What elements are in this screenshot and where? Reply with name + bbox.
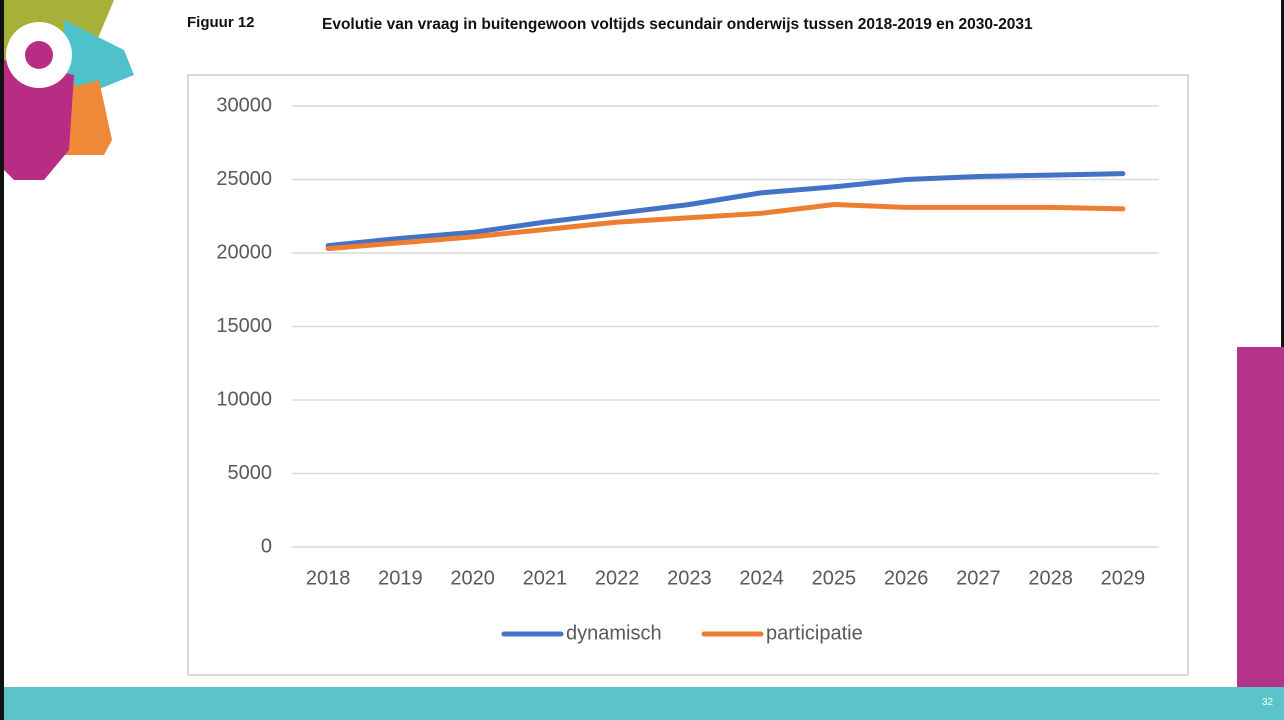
footer-bar — [4, 687, 1284, 720]
x-tick-label: 2023 — [667, 567, 712, 589]
y-tick-label: 20000 — [216, 241, 272, 263]
y-tick-label: 10000 — [216, 388, 272, 410]
x-tick-label: 2027 — [956, 567, 1001, 589]
x-tick-label: 2021 — [523, 567, 568, 589]
x-tick-label: 2020 — [450, 567, 495, 589]
x-tick-label: 2019 — [378, 567, 423, 589]
x-tick-label: 2029 — [1101, 567, 1146, 589]
legend-label: participatie — [766, 622, 863, 644]
chart: 0 5000 10000 15000 20000 25000 30000 2018 2019 20… — [187, 74, 1189, 676]
y-tick-label: 5000 — [228, 462, 273, 484]
legend-label: dynamisch — [566, 622, 662, 644]
x-tick-label: 2022 — [595, 567, 640, 589]
data-line — [325, 201, 1126, 252]
data-line — [325, 171, 1126, 249]
figure-label: Figuur 12 — [187, 14, 255, 31]
y-tick-label: 25000 — [216, 168, 272, 190]
x-tick-label: 2028 — [1028, 567, 1073, 589]
x-tick-label: 2026 — [884, 567, 929, 589]
side-bar — [1237, 347, 1284, 687]
logo — [4, 0, 134, 180]
x-tick-label: 2018 — [306, 567, 351, 589]
chart-title: Evolutie van vraag in buitengewoon volti… — [322, 16, 1033, 33]
x-tick-label: 2025 — [812, 567, 857, 589]
y-tick-label: 15000 — [216, 315, 272, 337]
y-tick-label: 30000 — [216, 94, 272, 116]
x-tick-label: 2024 — [739, 567, 784, 589]
y-tick-label: 0 — [261, 535, 272, 557]
page-number: 32 — [1262, 697, 1274, 708]
